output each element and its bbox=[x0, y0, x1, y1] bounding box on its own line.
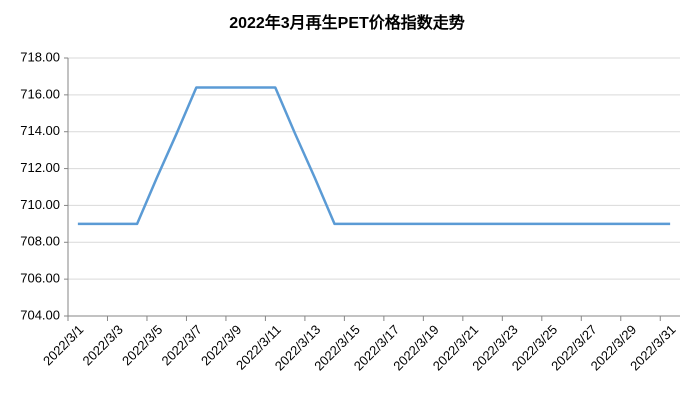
x-tick-label: 2022/3/7 bbox=[158, 322, 204, 368]
x-tick-label: 2022/3/1 bbox=[40, 322, 86, 368]
x-tick-label: 2022/3/5 bbox=[119, 322, 165, 368]
y-tick-label: 706.00 bbox=[20, 271, 60, 286]
y-tick-label: 704.00 bbox=[20, 307, 60, 322]
x-tick-label: 2022/3/3 bbox=[80, 322, 126, 368]
y-tick-label: 710.00 bbox=[20, 197, 60, 212]
data-line bbox=[77, 86, 671, 226]
y-tick-label: 718.00 bbox=[20, 49, 60, 64]
y-tick-label: 716.00 bbox=[20, 86, 60, 101]
y-tick-label: 708.00 bbox=[20, 234, 60, 249]
chart-title: 2022年3月再生PET价格指数走势 bbox=[229, 13, 465, 32]
y-tick-label: 714.00 bbox=[20, 123, 60, 138]
y-tick-label: 712.00 bbox=[20, 160, 60, 175]
